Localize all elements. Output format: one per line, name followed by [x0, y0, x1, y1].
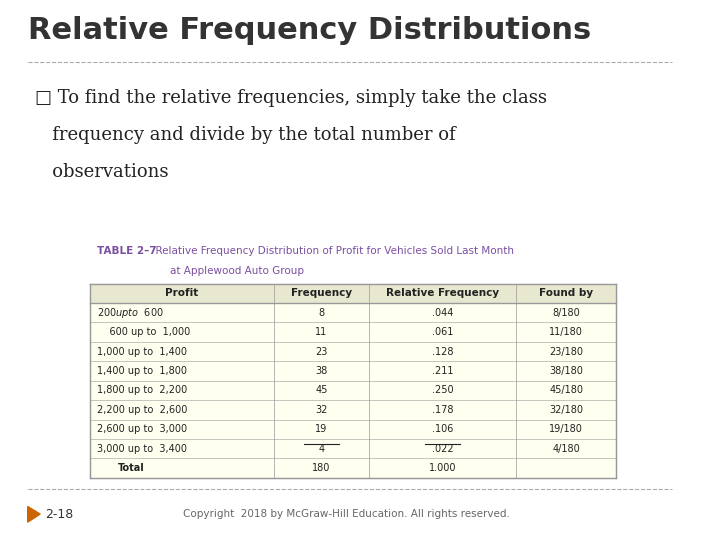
Text: 1,400 up to  1,800: 1,400 up to 1,800: [97, 366, 187, 376]
Polygon shape: [27, 507, 40, 522]
Text: frequency and divide by the total number of: frequency and divide by the total number…: [35, 126, 455, 144]
Text: .128: .128: [432, 347, 454, 356]
Text: 45: 45: [315, 386, 328, 395]
Text: .022: .022: [432, 444, 454, 454]
Text: Relative Frequency Distributions: Relative Frequency Distributions: [27, 16, 591, 45]
Text: Copyright  2018 by McGraw-Hill Education. All rights reserved.: Copyright 2018 by McGraw-Hill Education.…: [183, 509, 510, 519]
Text: .211: .211: [432, 366, 454, 376]
Text: at Applewood Auto Group: at Applewood Auto Group: [170, 266, 304, 276]
Text: 4/180: 4/180: [552, 444, 580, 454]
Text: 8: 8: [318, 308, 325, 318]
Bar: [90, 284, 616, 303]
Text: 45/180: 45/180: [549, 386, 583, 395]
Text: .044: .044: [432, 308, 454, 318]
Text: 23/180: 23/180: [549, 347, 583, 356]
Text: 180: 180: [312, 463, 330, 473]
Text: 600 up to  1,000: 600 up to 1,000: [97, 327, 190, 337]
Text: 2-18: 2-18: [45, 508, 73, 521]
Text: 2,600 up to  3,000: 2,600 up to 3,000: [97, 424, 187, 434]
Text: .178: .178: [432, 405, 454, 415]
Text: 32/180: 32/180: [549, 405, 583, 415]
Text: 8/180: 8/180: [552, 308, 580, 318]
Text: 4: 4: [318, 444, 325, 454]
Text: 38/180: 38/180: [549, 366, 583, 376]
Text: .061: .061: [432, 327, 454, 337]
Text: .250: .250: [432, 386, 454, 395]
Text: 32: 32: [315, 405, 328, 415]
Text: 2,200 up to  2,600: 2,200 up to 2,600: [97, 405, 187, 415]
Text: 1.000: 1.000: [429, 463, 456, 473]
Text: □ To find the relative frequencies, simply take the class: □ To find the relative frequencies, simp…: [35, 89, 546, 107]
Text: Frequency: Frequency: [291, 288, 352, 298]
Text: 11/180: 11/180: [549, 327, 583, 337]
Text: observations: observations: [35, 163, 168, 180]
Text: $ 200 up to $  600: $ 200 up to $ 600: [97, 306, 164, 320]
Text: 19/180: 19/180: [549, 424, 583, 434]
Text: 19: 19: [315, 424, 328, 434]
Text: TABLE 2–7: TABLE 2–7: [97, 246, 156, 256]
Bar: [90, 284, 616, 478]
Text: .106: .106: [432, 424, 454, 434]
Text: 1,800 up to  2,200: 1,800 up to 2,200: [97, 386, 187, 395]
Text: Relative Frequency Distribution of Profit for Vehicles Sold Last Month: Relative Frequency Distribution of Profi…: [149, 246, 514, 256]
Text: 38: 38: [315, 366, 328, 376]
Text: 3,000 up to  3,400: 3,000 up to 3,400: [97, 444, 187, 454]
Text: 11: 11: [315, 327, 328, 337]
Text: Profit: Profit: [166, 288, 199, 298]
Text: 1,000 up to  1,400: 1,000 up to 1,400: [97, 347, 187, 356]
Text: Found by: Found by: [539, 288, 593, 298]
Text: 23: 23: [315, 347, 328, 356]
Text: Relative Frequency: Relative Frequency: [386, 288, 499, 298]
Text: Total: Total: [117, 463, 145, 473]
